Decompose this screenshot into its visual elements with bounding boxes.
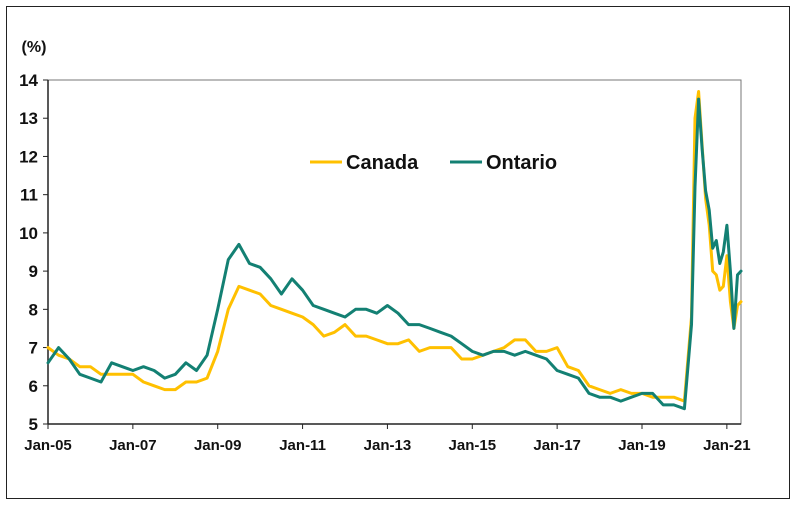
y-tick-label: 8 (29, 300, 38, 319)
y-tick-label: 13 (19, 109, 38, 128)
x-tick-label: Jan-05 (24, 437, 72, 454)
legend-label-canada: Canada (346, 152, 419, 174)
y-tick-label: 11 (20, 186, 38, 205)
x-tick-label: Jan-09 (194, 437, 242, 454)
x-tick-label: Jan-15 (449, 437, 497, 454)
x-tick-label: Jan-17 (533, 437, 581, 454)
series-line-canada (46, 90, 743, 403)
y-tick-label: 5 (29, 415, 38, 434)
y-tick-label: 10 (19, 224, 38, 243)
x-tick-label: Jan-19 (618, 437, 666, 454)
x-tick-label: Jan-21 (703, 437, 751, 454)
y-tick-label: 12 (19, 147, 38, 166)
y-tick-label: 14 (19, 71, 38, 90)
x-tick-label: Jan-13 (364, 437, 412, 454)
series-line-ontario (46, 97, 743, 411)
x-tick-label: Jan-07 (109, 437, 157, 454)
y-tick-label: 6 (29, 377, 38, 396)
x-tick-label: Jan-11 (279, 437, 326, 454)
plot-area (47, 79, 742, 425)
y-tick-label: 7 (29, 339, 38, 358)
chart-frame (6, 6, 790, 499)
legend-label-ontario: Ontario (486, 152, 557, 174)
y-tick-label: 9 (29, 262, 38, 281)
y-axis-label: (%) (22, 39, 47, 56)
